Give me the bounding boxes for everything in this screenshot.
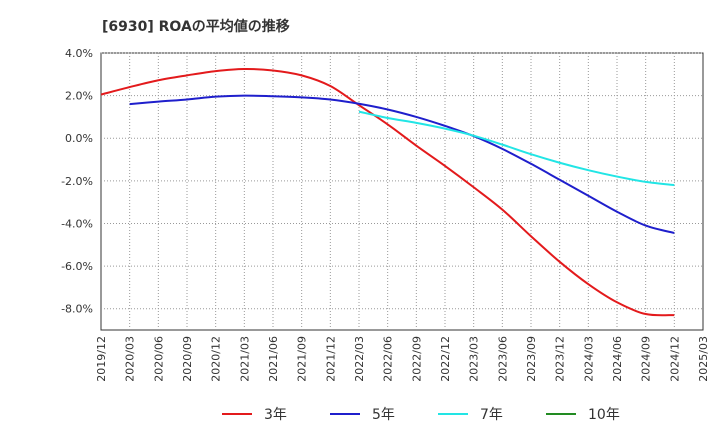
series-line-3 — [358, 110, 675, 187]
x-tick-label: 2020/09 — [181, 336, 194, 382]
x-tick-label: 2024/12 — [668, 336, 681, 382]
x-tick-label: 2025/03 — [697, 336, 710, 382]
y-tick-label: -2.0% — [61, 175, 93, 188]
x-tick-label: 2022/12 — [439, 336, 452, 382]
x-tick-label: 2023/03 — [468, 336, 481, 382]
x-tick-label: 2023/12 — [554, 336, 567, 382]
x-tick-label: 2022/06 — [382, 336, 395, 382]
series-line-2 — [129, 94, 675, 235]
legend-label: 3年 — [264, 407, 287, 423]
y-tick-label: 2.0% — [65, 90, 93, 103]
x-tick-label: 2021/03 — [238, 336, 251, 382]
x-tick-label: 2023/06 — [496, 336, 509, 382]
plot-area — [100, 52, 704, 331]
x-tick-label: 2020/03 — [124, 336, 137, 382]
x-tick-label: 2021/06 — [267, 336, 280, 382]
x-tick-label: 2021/12 — [324, 336, 337, 382]
y-tick-label: 4.0% — [65, 47, 93, 60]
x-axis-ticks: 2019/12 2020/03 2020/06 2020/09 2020/12 2021/… — [95, 336, 710, 382]
y-tick-label: -6.0% — [61, 260, 93, 273]
x-tick-label: 2020/12 — [210, 336, 223, 382]
x-tick-label: 2023/09 — [525, 336, 538, 382]
x-tick-label: 2024/09 — [640, 336, 653, 382]
series-lines — [100, 67, 675, 317]
x-tick-label: 2024/06 — [611, 336, 624, 382]
grid-lines — [101, 52, 703, 330]
x-tick-label: 2019/12 — [95, 336, 108, 382]
y-tick-label: -4.0% — [61, 217, 93, 230]
y-tick-label: -8.0% — [61, 303, 93, 316]
x-tick-label: 2021/09 — [296, 336, 309, 382]
x-tick-label: 2024/03 — [582, 336, 595, 382]
legend-label: 7年 — [480, 407, 503, 423]
x-tick-label: 2022/03 — [353, 336, 366, 382]
legend: 3年 5年 7年 10年 — [222, 407, 620, 423]
x-tick-label: 2022/09 — [410, 336, 423, 382]
legend-label: 10年 — [588, 407, 620, 423]
y-tick-label: 0.0% — [65, 132, 93, 145]
y-axis-ticks: 4.0% 2.0% 0.0% -2.0% -4.0% -6.0% -8.0% — [61, 47, 93, 316]
legend-label: 5年 — [372, 407, 395, 423]
series-line-1 — [100, 67, 675, 317]
x-tick-label: 2020/06 — [152, 336, 165, 382]
chart-title: [6930] ROAの平均値の推移 — [102, 18, 290, 35]
